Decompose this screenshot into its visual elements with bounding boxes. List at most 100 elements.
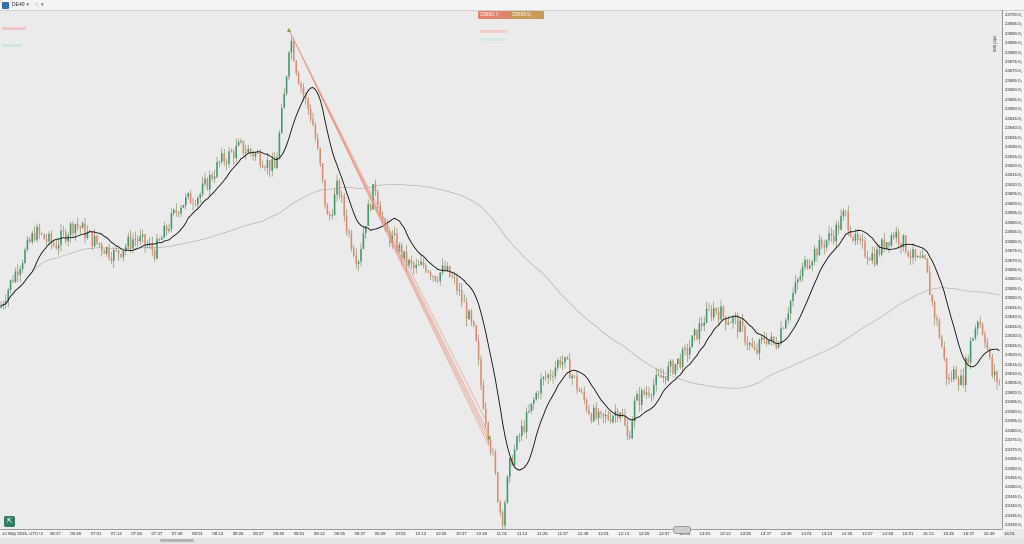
time-tick-label: 09:13 [313, 531, 325, 536]
candle-down [600, 411, 602, 414]
candle-down [626, 425, 629, 436]
candle-down [252, 152, 254, 157]
candle-up [972, 338, 974, 341]
candle-up [26, 239, 29, 250]
candle-up [677, 358, 679, 364]
candle-down [979, 321, 981, 325]
candle-down [566, 357, 569, 360]
candle-down [413, 263, 415, 268]
faint-order-line-buy [480, 38, 506, 41]
price-tick-label: 23455.0₁ [1005, 474, 1022, 480]
candle-up [974, 328, 977, 339]
trade-panel-icon[interactable]: ⇱ [4, 516, 15, 527]
candle-up [542, 376, 545, 379]
candle-up [885, 242, 888, 249]
zoom-handle[interactable] [673, 526, 691, 534]
price-tick-label: 23430.0₁ [1005, 522, 1022, 528]
candle-down [96, 235, 98, 244]
candle-down [324, 180, 326, 206]
candle-down [386, 224, 389, 232]
candle-down [741, 320, 744, 327]
price-tick-label: 23495.0₁ [1005, 399, 1022, 405]
candle-down [473, 321, 475, 326]
candle-down [295, 61, 297, 74]
scrollbar-thumb[interactable] [160, 539, 194, 542]
candle-down [624, 415, 626, 426]
price-tick-label: 23540.0₁ [1005, 314, 1022, 320]
candle-down [696, 329, 698, 340]
candle-up [641, 390, 643, 405]
price-tick-label: 23650.0₁ [1005, 106, 1022, 112]
candle-up [365, 225, 367, 234]
candle-down [782, 328, 785, 329]
candle-down [55, 245, 57, 249]
candle-up [809, 265, 811, 269]
candle-down [602, 413, 605, 417]
sell-price-button[interactable]: 23692.7₁ [478, 11, 512, 19]
candle-down [701, 323, 703, 326]
candle-up [881, 239, 883, 255]
candle-down [437, 280, 439, 282]
candle-up [221, 153, 223, 162]
price-tick-label: 23610.0₁ [1005, 181, 1022, 187]
candle-down [746, 342, 749, 345]
price-tick-label: 23490.0₁ [1005, 408, 1022, 414]
candle-down [434, 276, 437, 281]
buy-price-button[interactable]: 23693.5₁ [510, 11, 544, 19]
candle-up [554, 367, 557, 377]
candle-down [660, 374, 662, 378]
candle-up [739, 320, 741, 333]
candle-up [393, 233, 396, 235]
price-tick-label: 23665.0₁ [1005, 77, 1022, 83]
price-tick-label: 23450.0₁ [1005, 484, 1022, 490]
candle-up [24, 249, 26, 263]
candle-down [273, 158, 276, 169]
candle-up [9, 280, 12, 290]
candle-up [777, 343, 780, 348]
price-tick-label: 23585.0₁ [1005, 229, 1022, 235]
candle-down [465, 302, 468, 320]
price-tick-label: 23595.0₁ [1005, 210, 1022, 216]
price-axis[interactable] [1002, 11, 1024, 529]
candle-up [281, 108, 283, 133]
candle-down [120, 254, 122, 257]
candle-up [7, 289, 9, 302]
candle-up [859, 239, 861, 241]
candle-up [794, 282, 797, 294]
candle-down [926, 258, 929, 273]
candle-down [617, 411, 619, 419]
candle-down [137, 238, 139, 242]
candle-up [173, 209, 175, 214]
timeframe-chevron-down-icon[interactable]: ▾ [41, 2, 44, 8]
candle-down [847, 211, 849, 231]
time-axis[interactable] [0, 529, 1002, 538]
candle-down [463, 301, 465, 303]
timeframe-selector[interactable]: 〽 [34, 2, 40, 9]
horizontal-scrollbar[interactable] [0, 538, 1024, 544]
price-chart[interactable] [0, 11, 1002, 529]
candle-down [45, 239, 48, 242]
time-tick-label: 12:25 [638, 531, 650, 536]
candle-up [357, 261, 360, 264]
candle-down [425, 265, 427, 272]
candle-up [703, 322, 705, 326]
candle-down [223, 153, 225, 162]
candle-up [691, 335, 693, 348]
time-tick-label: 11:49 [577, 531, 589, 536]
candle-up [266, 160, 269, 168]
symbol-label[interactable]: DE40 [12, 2, 25, 8]
candles [0, 36, 1001, 529]
candle-down [485, 408, 487, 424]
symbol-dropdown-chevron-down-icon[interactable]: ▾ [26, 2, 30, 8]
candle-down [816, 248, 818, 256]
candle-down [53, 243, 55, 246]
price-tick-label: 23680.0₁ [1005, 49, 1022, 55]
candle-down [861, 239, 864, 242]
candle-up [105, 247, 108, 254]
candle-down [103, 250, 105, 254]
candle-down [590, 414, 593, 422]
candle-up [333, 194, 336, 216]
candle-down [98, 243, 101, 245]
price-tick-label: 23685.0₁ [1005, 40, 1022, 46]
time-tick-label: 14:49 [882, 531, 894, 536]
